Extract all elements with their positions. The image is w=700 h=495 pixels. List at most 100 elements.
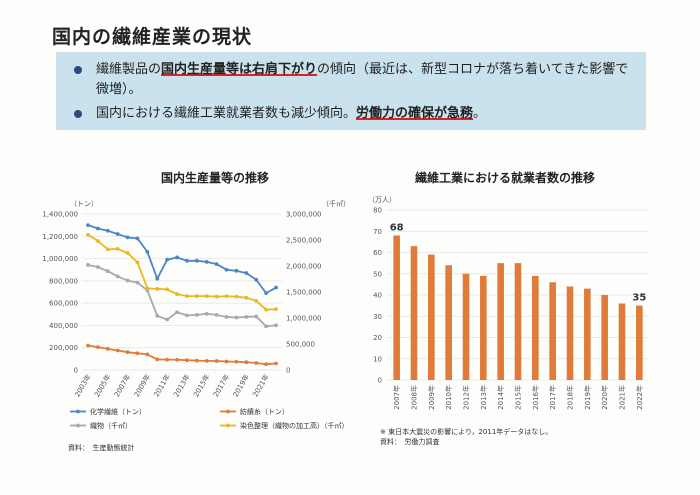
data-point bbox=[155, 314, 160, 318]
x-tick-label: 2019年 bbox=[231, 373, 251, 399]
x-tick-label: 2007年 bbox=[112, 373, 132, 399]
y-tick: 0 bbox=[378, 377, 382, 385]
data-point bbox=[115, 246, 120, 251]
data-point bbox=[125, 235, 130, 240]
bullet-text-pre: 繊維製品の bbox=[96, 62, 162, 77]
x-tick-label: 2018年 bbox=[566, 385, 575, 410]
data-point bbox=[254, 314, 259, 319]
data-point bbox=[145, 249, 150, 254]
legend-label: 染色整理（織物の加工高）（千㎡） bbox=[240, 421, 349, 430]
x-tick-label: 2010年 bbox=[444, 385, 453, 410]
chart-title: 繊維工業における就業者数の推移 bbox=[415, 170, 595, 185]
y-tick: 70 bbox=[373, 228, 382, 236]
right-axis-unit: （千㎡） bbox=[322, 199, 350, 208]
right-y-tick: 1,500,000 bbox=[286, 289, 322, 297]
data-point bbox=[165, 317, 170, 322]
y-axis-unit: （万人） bbox=[368, 196, 396, 204]
data-point bbox=[155, 276, 160, 281]
data-point bbox=[274, 285, 278, 290]
page-title: 国内の繊維産業の現状 bbox=[52, 26, 253, 48]
bar bbox=[584, 288, 591, 380]
x-tick-label: 2013年 bbox=[479, 385, 488, 410]
data-point bbox=[86, 223, 90, 228]
y-tick: 30 bbox=[373, 313, 382, 321]
source-note: 資料： 労働力調査 bbox=[380, 437, 440, 446]
data-point bbox=[254, 361, 259, 365]
legend-label: 織物（千㎡） bbox=[90, 421, 132, 430]
x-tick-label: 2016年 bbox=[531, 385, 540, 410]
data-point bbox=[95, 345, 100, 350]
left-y-tick: 0 bbox=[74, 367, 78, 375]
bullet-text-post: 。 bbox=[473, 106, 487, 121]
data-point bbox=[214, 262, 219, 267]
y-tick: 10 bbox=[373, 355, 382, 363]
data-point bbox=[155, 357, 160, 362]
data-point bbox=[125, 278, 130, 283]
data-point bbox=[254, 277, 259, 282]
left-axis-unit: （トン） bbox=[70, 200, 98, 208]
bar bbox=[497, 263, 504, 380]
bar bbox=[566, 286, 574, 380]
bullet-highlight: 国内生産量等は右肩下がり bbox=[161, 62, 318, 77]
data-point bbox=[224, 294, 229, 299]
legend-label: 化学繊維（トン） bbox=[90, 407, 146, 416]
right-y-tick: 500,000 bbox=[286, 341, 315, 349]
data-point bbox=[224, 359, 229, 364]
bullet-text-post: の傾向（最近は、新型コロナが落ち着いてきた影響で微増）。 bbox=[96, 62, 629, 97]
data-point bbox=[244, 360, 249, 365]
data-point bbox=[105, 247, 110, 252]
data-point bbox=[204, 311, 209, 316]
data-point bbox=[105, 346, 110, 351]
x-tick-label: 2020年 bbox=[600, 385, 609, 410]
x-tick-label: 2012年 bbox=[462, 385, 471, 410]
data-point bbox=[165, 357, 170, 362]
bar bbox=[480, 275, 487, 380]
data-point bbox=[165, 287, 170, 292]
bar bbox=[601, 295, 608, 380]
bar bbox=[532, 275, 539, 380]
bar bbox=[549, 282, 556, 380]
data-point bbox=[175, 292, 179, 296]
data-point bbox=[95, 265, 100, 269]
legend-marker bbox=[76, 409, 80, 414]
data-point bbox=[204, 358, 209, 363]
data-point bbox=[115, 232, 120, 236]
y-tick: 50 bbox=[373, 270, 382, 278]
data-point bbox=[145, 286, 150, 291]
data-point bbox=[175, 310, 179, 315]
series-line bbox=[87, 224, 277, 295]
data-point bbox=[214, 312, 219, 317]
data-point bbox=[105, 269, 110, 274]
bar bbox=[618, 303, 626, 380]
data-point bbox=[244, 315, 249, 319]
data-point bbox=[115, 274, 120, 279]
data-label: 68 bbox=[390, 223, 404, 234]
data-label: 35 bbox=[632, 293, 646, 304]
employment-bar-chart: 繊維工業における就業者数の推移 （万人） 0 10 20 30 40 50 60 70 80 6… bbox=[368, 170, 648, 446]
legend-label: 紡績糸（トン） bbox=[240, 407, 289, 416]
x-tick-label: 2008年 bbox=[410, 385, 419, 410]
x-tick-label: 2007年 bbox=[392, 385, 401, 410]
x-tick-label: 2019年 bbox=[583, 385, 592, 410]
data-point bbox=[264, 362, 269, 367]
summary-banner: 繊維製品の国内生産量等は右肩下がりの傾向（最近は、新型コロナが落ち着いてきた影響… bbox=[56, 52, 646, 130]
y-tick: 20 bbox=[373, 334, 382, 342]
right-y-tick: 2,000,000 bbox=[286, 263, 322, 271]
bullet-dot-icon bbox=[74, 66, 82, 74]
bar bbox=[514, 263, 522, 380]
data-point bbox=[95, 226, 100, 231]
data-point bbox=[244, 295, 249, 300]
data-point bbox=[185, 313, 189, 318]
bar bbox=[393, 235, 400, 380]
legend-marker bbox=[76, 423, 80, 428]
x-tick-label: 2009年 bbox=[132, 373, 152, 399]
x-tick-label: 2015年 bbox=[191, 373, 211, 399]
data-point bbox=[135, 236, 140, 241]
data-point bbox=[224, 315, 229, 319]
right-y-tick: 3,000,000 bbox=[286, 211, 322, 219]
bullet-text-pre: 国内における繊維工業就業者数も減少傾向。 bbox=[96, 106, 357, 121]
y-tick: 60 bbox=[373, 249, 382, 257]
data-point bbox=[125, 251, 130, 255]
data-point bbox=[264, 324, 269, 329]
data-point bbox=[185, 294, 189, 299]
